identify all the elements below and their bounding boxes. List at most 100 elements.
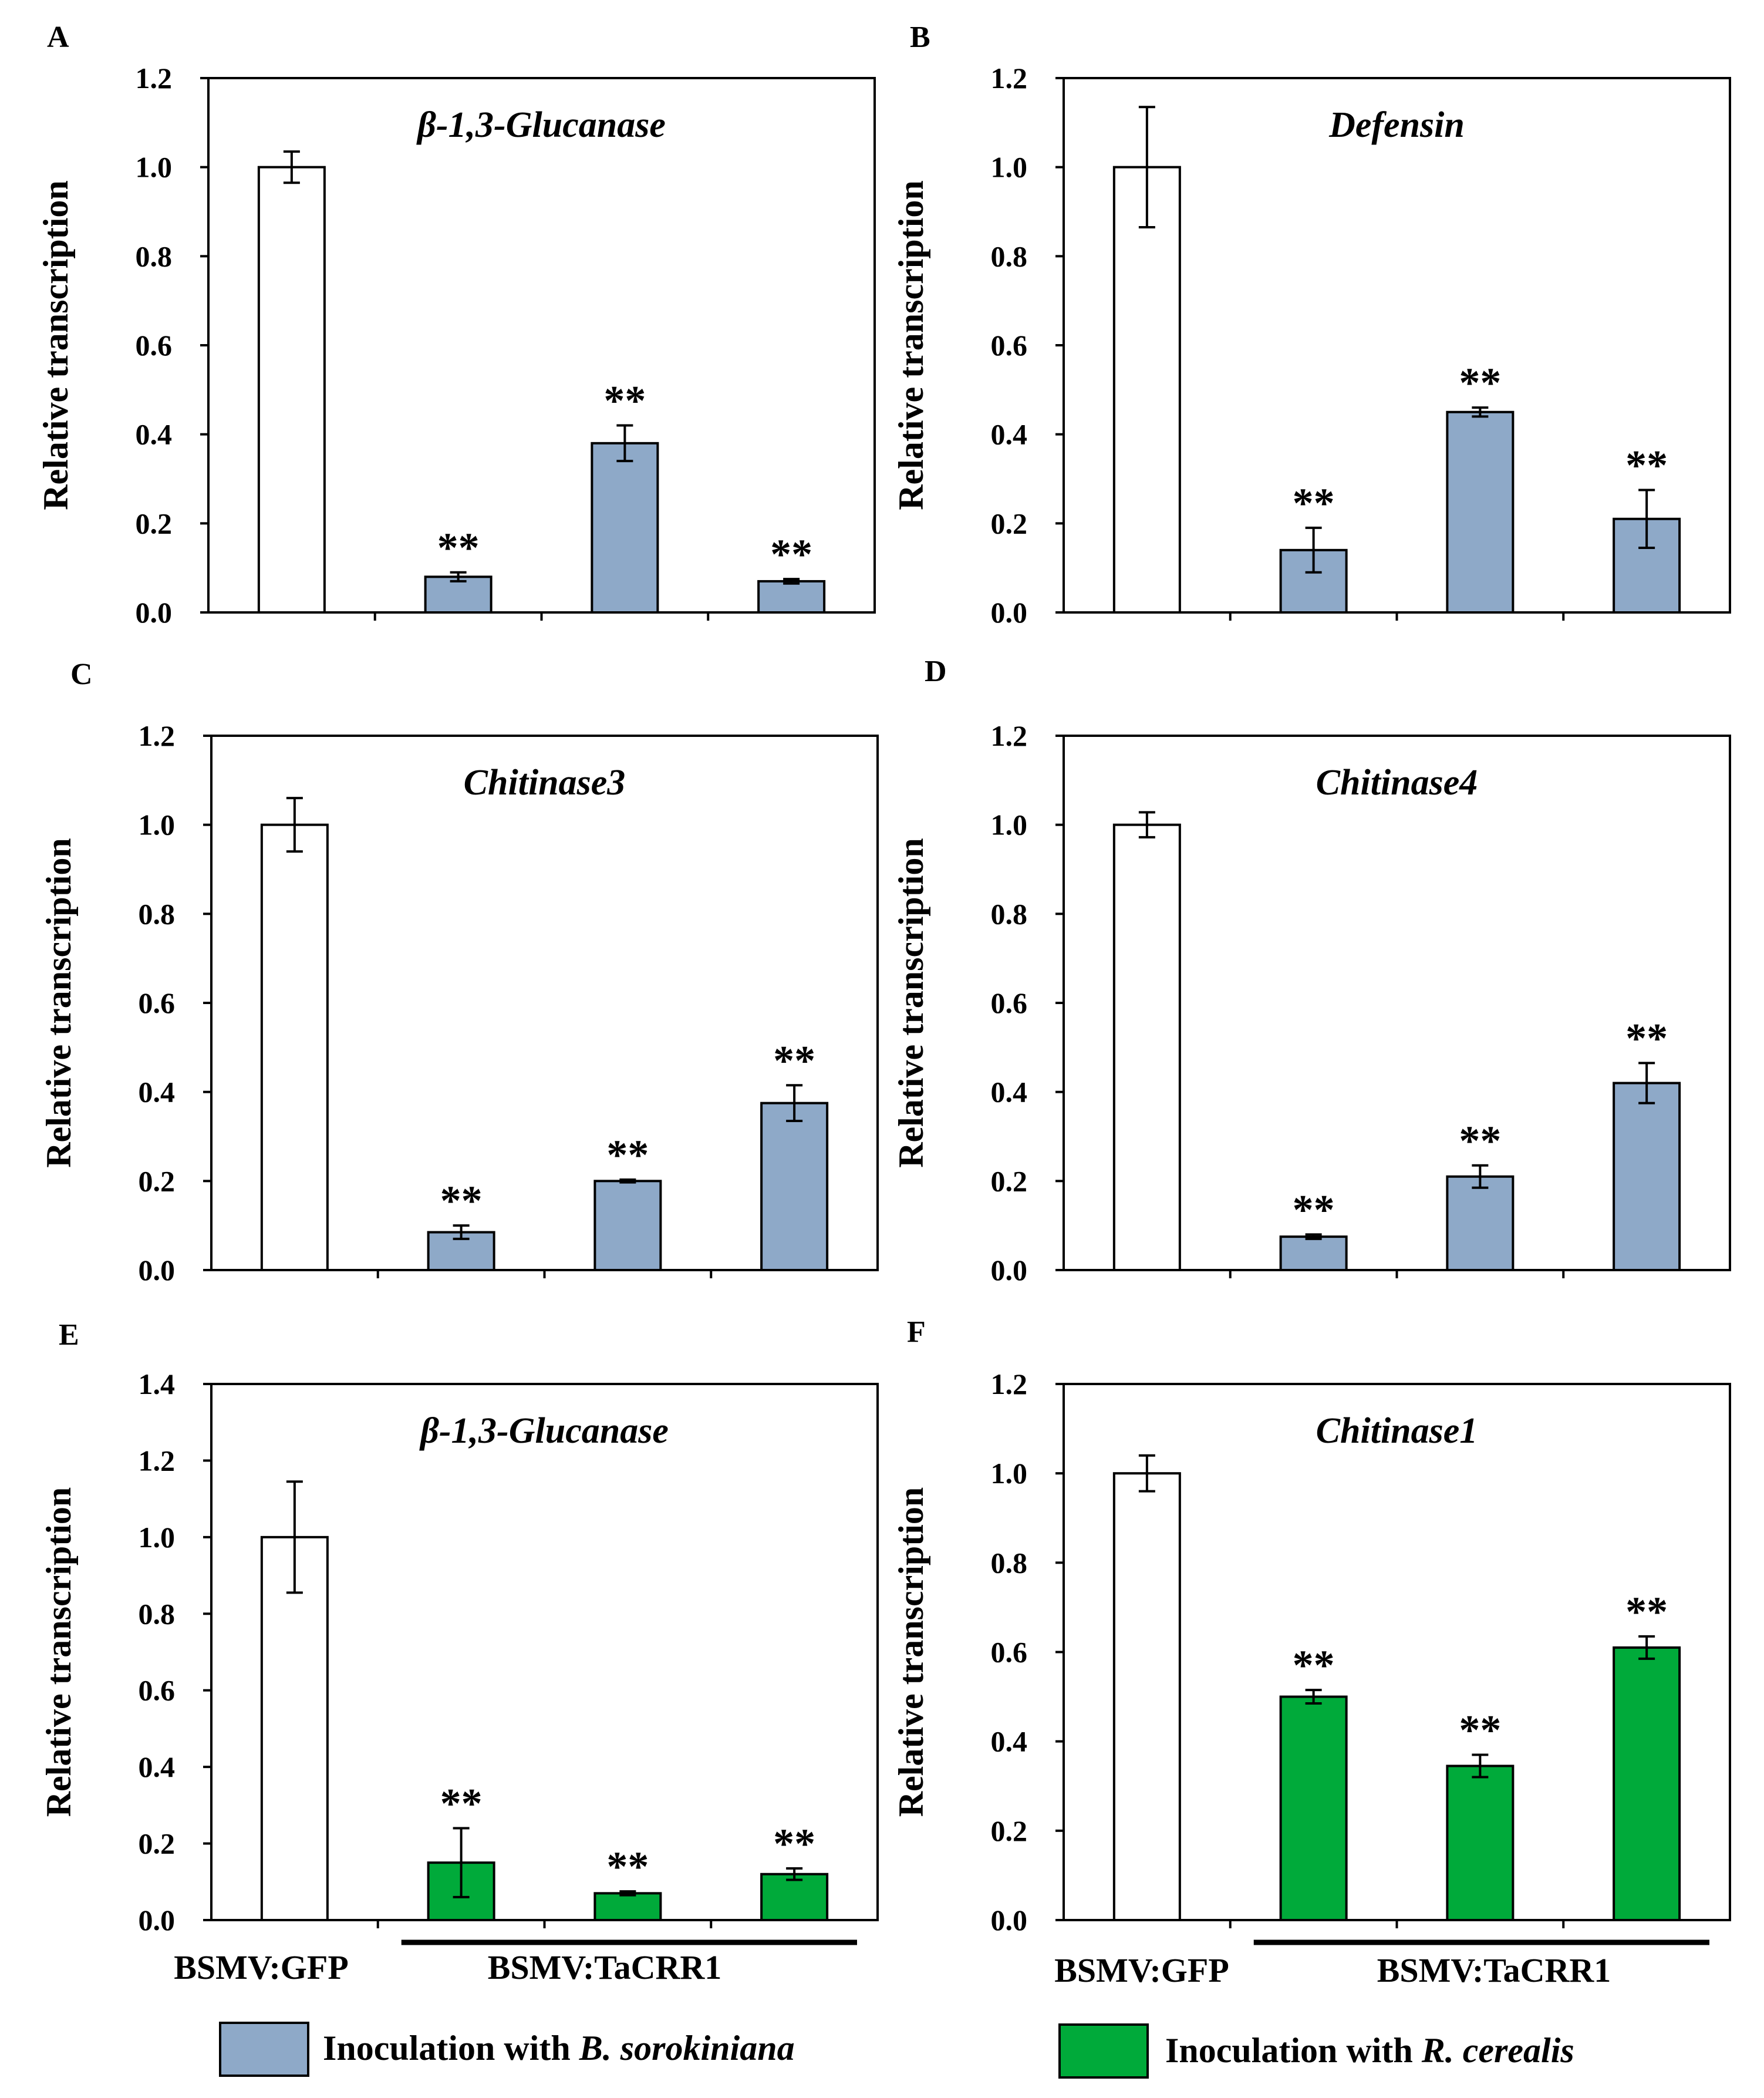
significance-b-1: **: [1293, 480, 1335, 527]
y-tick-label-c-1: 0.2: [139, 1164, 176, 1197]
error-bar-a-1: [450, 571, 467, 582]
y-tick-label-a-2: 0.4: [136, 418, 173, 451]
panel-d: D 0.0 0.2 0.4 0.6 0.8 1.0 1.2 Relative transcrip…: [892, 655, 1731, 1287]
y-tick-label-b-0: 0.0: [991, 596, 1028, 629]
error-bar-d-2: [1472, 1164, 1489, 1189]
significance-e-1: **: [440, 1780, 483, 1827]
significance-b-3: **: [1625, 442, 1668, 489]
y-tick-label-f-5: 1.0: [991, 1457, 1028, 1490]
y-tick-label-d-5: 1.0: [991, 809, 1028, 841]
bar-f-1: [1279, 1695, 1348, 1921]
chart-title-e: β-1,3-Glucanase: [419, 1411, 669, 1451]
error-bar-f-2: [1472, 1753, 1489, 1779]
error-bar-d-0: [1138, 811, 1155, 838]
legend-prefix-b-sorokiniana: Inoculation with: [323, 2029, 579, 2067]
group-label-silenced-right: BSMV:TaCRR1: [1377, 1951, 1611, 1989]
y-tick-label-e-0: 0.0: [139, 1904, 176, 1937]
bar-a-2: [591, 442, 659, 614]
significance-a-2: **: [603, 378, 646, 425]
significance-e-3: **: [773, 1820, 815, 1867]
group-label-control-left: BSMV:GFP: [174, 1948, 349, 1986]
panel-c: C 0.0 0.2 0.4 0.6 0.8 1.0 1.2 Relative transcrip…: [39, 658, 879, 1287]
y-tick-label-d-4: 0.8: [991, 897, 1028, 930]
bar-e-3: [760, 1873, 829, 1922]
bar-d-0: [1112, 823, 1181, 1271]
y-tick-label-b-6: 1.2: [991, 62, 1028, 95]
significance-f-1: **: [1293, 1642, 1335, 1689]
y-tick-label-f-2: 0.4: [991, 1725, 1028, 1758]
significance-c-1: **: [440, 1177, 483, 1224]
y-tick-label-c-6: 1.2: [139, 719, 176, 752]
bar-b-2: [1446, 410, 1515, 614]
y-tick-label-d-6: 1.2: [991, 719, 1028, 752]
y-tick-label-b-2: 0.4: [991, 418, 1028, 451]
y-tick-label-a-6: 1.2: [136, 62, 173, 95]
y-tick-label-c-4: 0.8: [139, 897, 176, 930]
y-axis-label-c: Relative transcription: [39, 838, 78, 1168]
y-tick-label-d-2: 0.4: [991, 1076, 1028, 1109]
y-tick-label-a-3: 0.6: [136, 329, 173, 362]
group-label-control-right: BSMV:GFP: [1054, 1951, 1229, 1989]
error-bar-d-3: [1638, 1062, 1655, 1104]
legend-organism-r-cerealis: R. cerealis: [1421, 2031, 1574, 2070]
bar-d-3: [1613, 1082, 1681, 1271]
legend-swatch-b-sorokiniana: [219, 2022, 309, 2077]
y-tick-label-c-2: 0.4: [139, 1076, 176, 1109]
error-bar-a-3: [783, 578, 800, 585]
y-tick-label-e-1: 0.2: [139, 1827, 176, 1860]
bar-f-3: [1613, 1646, 1681, 1921]
legend-swatch-r-cerealis: [1058, 2023, 1149, 2079]
panel-f: F 0.0 0.2 0.4 0.6 0.8 1.0 1.2 Relative transcrip…: [892, 1315, 1731, 1945]
panel-letter-c: C: [70, 658, 93, 691]
y-axis-label-e: Relative transcription: [39, 1487, 78, 1817]
chart-title-a: β-1,3-Glucanase: [416, 105, 666, 145]
y-tick-label-c-3: 0.6: [139, 986, 176, 1019]
bar-f-0: [1112, 1472, 1181, 1922]
significance-d-1: **: [1293, 1186, 1335, 1233]
y-tick-label-a-0: 0.0: [136, 596, 173, 629]
chart-title-b: Defensin: [1328, 105, 1465, 145]
error-bar-a-0: [283, 150, 300, 184]
error-bar-e-2: [619, 1890, 636, 1897]
error-bar-c-3: [786, 1084, 803, 1122]
panel-letter-a: A: [47, 21, 69, 54]
group-labels: BSMV:GFP BSMV:TaCRR1 BSMV:GFP BSMV:TaCRR…: [174, 1948, 1611, 1989]
panel-letter-e: E: [59, 1318, 79, 1352]
y-axis-label-a: Relative transcription: [36, 180, 75, 510]
y-axis-label-f: Relative transcription: [892, 1487, 930, 1817]
panel-letter-b: B: [910, 21, 930, 54]
significance-d-3: **: [1625, 1015, 1668, 1062]
bar-c-0: [260, 823, 329, 1271]
bar-a-0: [257, 166, 326, 614]
y-tick-label-f-0: 0.0: [991, 1904, 1028, 1937]
bar-c-2: [593, 1180, 662, 1272]
panel-letter-d: D: [925, 655, 947, 688]
error-bar-e-1: [453, 1827, 470, 1898]
chart-title-d: Chitinase4: [1316, 763, 1478, 803]
bar-d-2: [1446, 1175, 1515, 1271]
group-label-silenced-left: BSMV:TaCRR1: [488, 1948, 722, 1986]
y-tick-label-f-3: 0.6: [991, 1636, 1028, 1669]
bar-e-0: [260, 1535, 329, 1922]
y-tick-label-c-5: 1.0: [139, 809, 176, 841]
y-tick-label-a-4: 0.8: [136, 240, 173, 272]
error-bar-b-0: [1138, 106, 1155, 229]
y-tick-label-b-5: 1.0: [991, 151, 1028, 184]
y-tick-label-e-4: 0.8: [139, 1597, 176, 1630]
error-bar-d-1: [1305, 1233, 1322, 1240]
y-tick-label-e-7: 1.4: [139, 1368, 176, 1400]
panel-a: A 0.0 0.2 0.4 0.6 0.8 1.0 1.2 Relative transcrip…: [36, 21, 876, 629]
panel-letter-f: F: [907, 1315, 926, 1349]
bar-f-2: [1446, 1764, 1515, 1921]
bar-e-2: [593, 1892, 662, 1922]
legend-label-r-cerealis: Inoculation with R. cerealis: [1165, 2031, 1574, 2070]
significance-a-1: **: [437, 524, 480, 571]
y-tick-label-e-5: 1.0: [139, 1521, 176, 1554]
error-bar-f-3: [1638, 1635, 1655, 1660]
error-bar-c-2: [619, 1178, 636, 1184]
y-tick-label-f-4: 0.8: [991, 1546, 1028, 1579]
bar-b-0: [1112, 166, 1181, 614]
y-tick-label-e-6: 1.2: [139, 1444, 176, 1477]
panel-e: E 0.0 0.2 0.4 0.6 0.8 1.0 1.2 1.4 Relative transc…: [39, 1318, 879, 1945]
